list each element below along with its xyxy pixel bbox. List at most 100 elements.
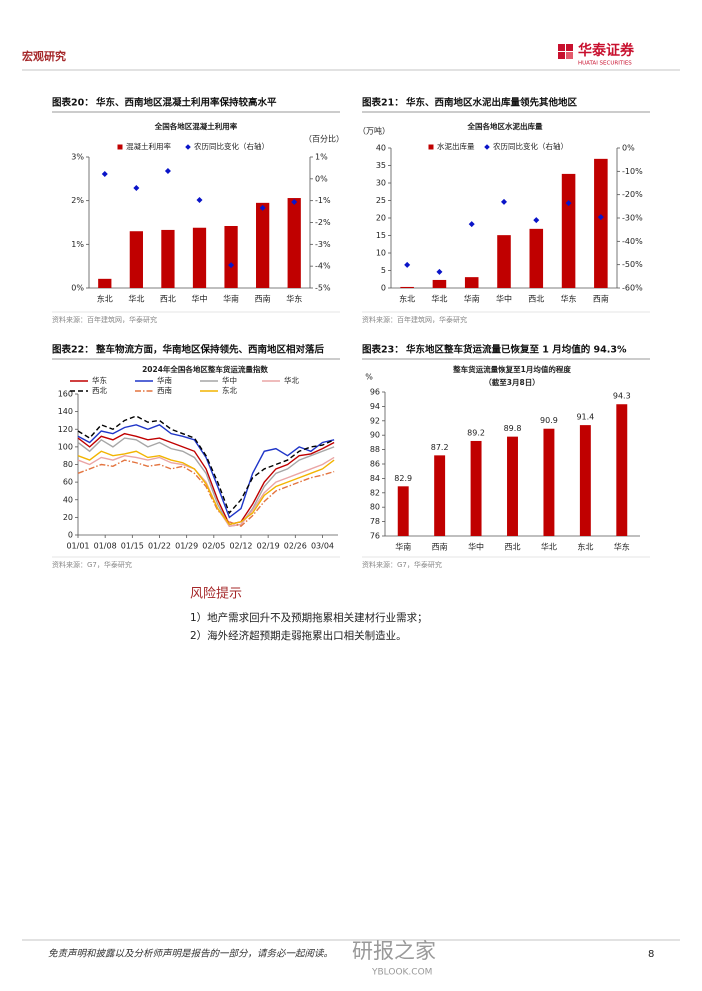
y-tick-label: 0 <box>68 531 73 540</box>
x-tick-label: 西北 <box>160 295 176 304</box>
logo-block <box>558 52 565 59</box>
figure-source: 资料来源：百年建筑网，华泰研究 <box>362 315 467 324</box>
marker <box>533 217 540 224</box>
legend-label: 混凝土利用率 <box>126 141 171 151</box>
x-tick-label: 02/26 <box>284 542 307 551</box>
legend-label: 水泥出库量 <box>437 141 475 151</box>
bar <box>543 428 555 536</box>
x-tick-label: 02/12 <box>229 542 252 551</box>
y-tick-label: 10 <box>376 249 386 258</box>
marker <box>291 198 298 205</box>
legend-swatch <box>185 144 191 150</box>
brand-logo: 华泰证券 HUATAI SECURITIES <box>558 42 635 67</box>
line <box>77 415 335 515</box>
bar <box>594 158 608 288</box>
marker <box>597 214 604 221</box>
value-label: 89.8 <box>504 424 522 433</box>
line <box>77 454 335 527</box>
x-tick-label: 华中 <box>468 542 484 552</box>
y-tick-label: 25 <box>376 196 386 205</box>
bar <box>470 440 482 536</box>
figure-label: 图表20： <box>52 97 94 109</box>
x-tick-label: 西北 <box>528 295 544 304</box>
bar <box>98 278 112 288</box>
x-tick-label: 华北 <box>431 294 447 304</box>
y-tick-label: 84 <box>370 474 380 483</box>
marker <box>164 167 171 174</box>
y-tick-label: 15 <box>376 231 386 240</box>
x-tick-label: 东北 <box>97 294 113 304</box>
x-tick-label: 西南 <box>593 294 609 304</box>
bar <box>224 225 238 288</box>
y-tick-label: 30 <box>376 179 386 188</box>
y-tick-label: 140 <box>58 407 73 416</box>
x-tick-label: 华中 <box>496 294 512 304</box>
y-tick-label: 1% <box>71 240 84 249</box>
x-tick-label: 02/05 <box>202 542 225 551</box>
y-tick-label: 20 <box>376 214 386 223</box>
page-number: 8 <box>648 949 654 960</box>
y-tick-label: 96 <box>370 388 380 397</box>
x-tick-label: 华东 <box>286 294 302 304</box>
legend-label: 农历同比变化（右轴） <box>194 141 269 151</box>
x-tick-label: 华南 <box>395 542 411 552</box>
bar <box>400 286 414 288</box>
bar <box>397 486 409 536</box>
chart-title: 2024年全国各地区整车货运流量指数 <box>142 364 268 374</box>
bar <box>192 227 207 288</box>
y-tick-label: 0 <box>381 284 386 293</box>
bar <box>579 425 591 536</box>
bar <box>161 229 175 288</box>
marker <box>436 268 443 275</box>
figure-heading: 华东地区整车货运流量已恢复至 1 月均值的 94.3% <box>406 344 627 356</box>
line <box>77 459 335 527</box>
x-tick-label: 01/22 <box>148 542 171 551</box>
y2-tick-label: -40% <box>622 237 643 246</box>
x-tick-label: 华南 <box>464 294 480 304</box>
y2-tick-label: -60% <box>622 284 643 293</box>
y-axis-label: % <box>365 373 373 382</box>
value-label: 82.9 <box>394 474 412 483</box>
watermark: 研报之家 <box>352 939 436 963</box>
logo-block <box>566 52 573 59</box>
x-tick-label: 华东 <box>614 542 630 552</box>
y-tick-label: 2% <box>71 196 84 205</box>
x-tick-label: 华东 <box>561 294 577 304</box>
legend-label: 东北 <box>222 385 237 395</box>
logo-block <box>558 44 565 51</box>
y2-tick-label: -50% <box>622 260 643 269</box>
legend-label: 西南 <box>157 385 172 395</box>
y-tick-label: 80 <box>370 503 380 512</box>
y-tick-label: 94 <box>370 402 380 411</box>
marker <box>501 198 507 205</box>
y-tick-label: 80 <box>63 460 73 469</box>
figure-heading: 整车物流方面，华南地区保持领先、西南地区相对落后 <box>95 344 325 356</box>
value-label: 89.2 <box>467 428 485 437</box>
y2-axis-label: （百分比） <box>304 134 344 144</box>
y-tick-label: 160 <box>58 390 73 399</box>
risk-item: 1）地产需求回升不及预期拖累相关建材行业需求； <box>190 611 428 624</box>
y-tick-label: 90 <box>370 431 380 440</box>
marker <box>133 185 140 192</box>
figure-source: 资料来源：G7，华泰研究 <box>52 560 132 569</box>
legend-label: 农历同比变化（右轴） <box>493 141 568 151</box>
x-tick-label: 东北 <box>577 542 593 552</box>
legend-label: 华南 <box>157 375 172 385</box>
figure-heading: 华东、西南地区混凝土利用率保持较高水平 <box>96 97 277 109</box>
line <box>77 424 335 519</box>
y2-tick-label: -10% <box>622 167 643 176</box>
y-tick-label: 100 <box>58 442 73 451</box>
x-tick-label: 华北 <box>541 542 557 552</box>
value-label: 90.9 <box>540 416 558 425</box>
y-tick-label: 86 <box>370 460 380 469</box>
y-tick-label: 120 <box>58 425 73 434</box>
y2-tick-label: 0% <box>622 144 635 153</box>
y-tick-label: 92 <box>370 416 380 425</box>
x-tick-label: 01/01 <box>66 542 89 551</box>
marker <box>404 261 411 268</box>
y-tick-label: 40 <box>376 144 386 153</box>
y-tick-label: 78 <box>370 517 380 526</box>
risk-item: 2）海外经济超预期走弱拖累出口相关制造业。 <box>190 629 407 642</box>
y-tick-label: 0% <box>71 284 84 293</box>
